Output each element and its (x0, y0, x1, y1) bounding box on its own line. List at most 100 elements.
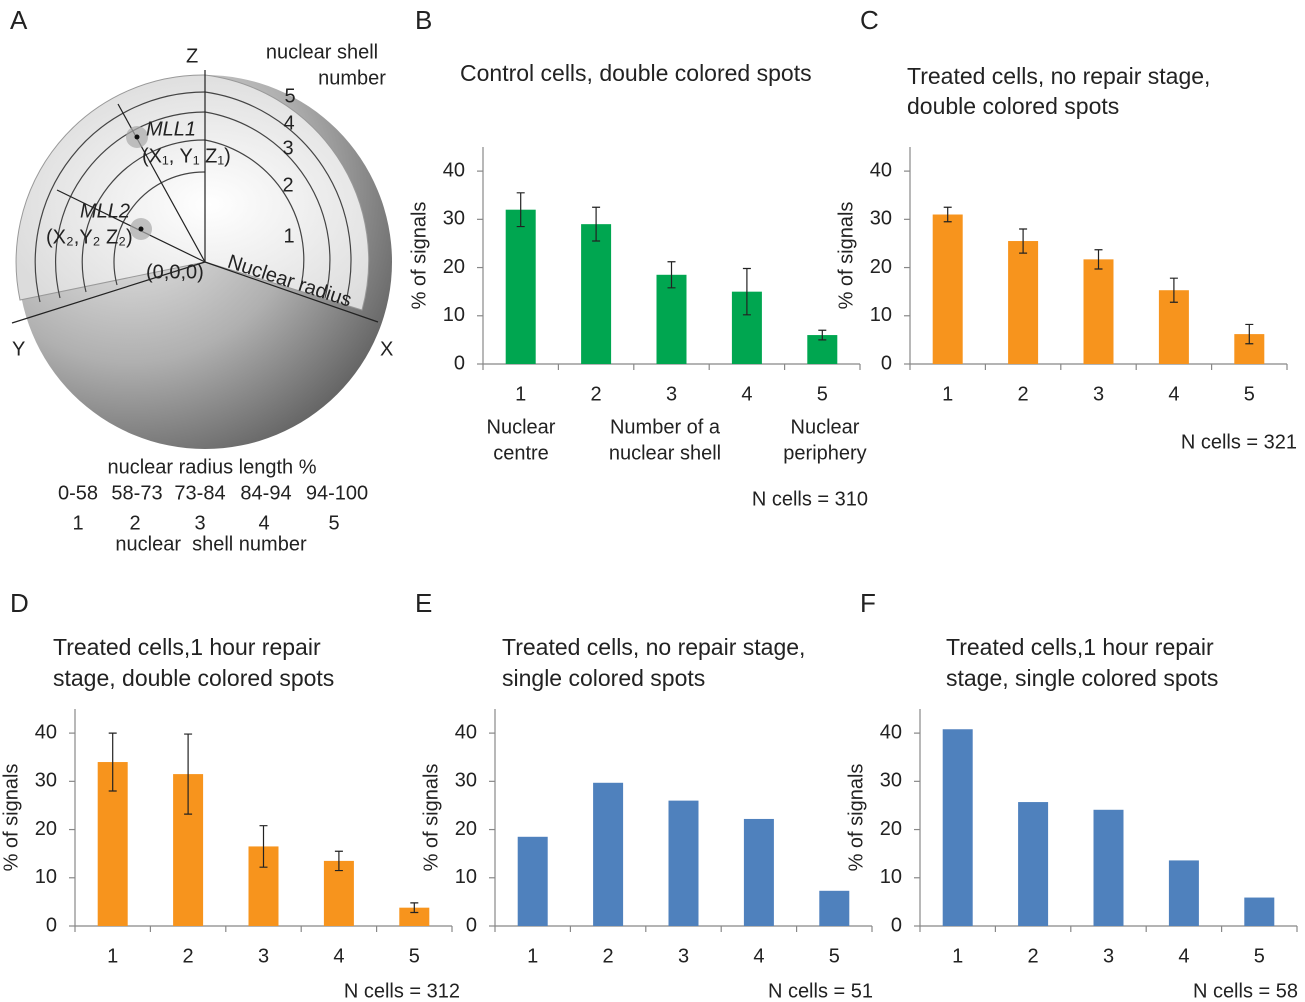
x-tick-label: 1 (107, 945, 118, 967)
chart-title: Treated cells, no repair stage, (907, 63, 1210, 89)
x-tick-label: 2 (1028, 945, 1039, 967)
bar (669, 801, 699, 926)
y-tick-label: 40 (870, 159, 892, 181)
chart-title: Treated cells, no repair stage, (502, 634, 805, 660)
shell: 5 (328, 512, 339, 534)
shell: 1 (72, 512, 83, 534)
shell: 4 (258, 512, 269, 534)
y-tick-label: 30 (870, 208, 892, 230)
category-note: Nuclear (487, 416, 556, 438)
y-tick-label: 0 (46, 914, 57, 936)
x-tick-label: 3 (1093, 383, 1104, 405)
y-tick-label: 20 (880, 818, 902, 840)
sphere-diagram: A Z X Y nuclear shell number 5 4 3 2 1 M… (10, 5, 393, 555)
range: 58-73 (111, 482, 162, 504)
chart-title: Treated cells,1 hour repair (53, 634, 321, 660)
x-tick-label: 3 (258, 945, 269, 967)
y-tick-label: 30 (443, 208, 465, 230)
y-axis-label: % of signals (420, 764, 442, 872)
y-tick-label: 30 (455, 770, 477, 792)
x-tick-label: 1 (952, 945, 963, 967)
y-tick-label: 0 (466, 914, 477, 936)
y-axis-label: % of signals (0, 764, 22, 872)
axis-label: Z (186, 45, 198, 67)
y-tick-label: 30 (35, 770, 57, 792)
chart-title: double colored spots (907, 93, 1119, 119)
y-tick-label: 0 (891, 914, 902, 936)
x-tick-label: 3 (666, 383, 677, 405)
shell-number: 5 (284, 85, 295, 107)
spot-name: MLL2 (80, 200, 130, 222)
x-tick-label: 5 (829, 945, 840, 967)
panel-letter: A (10, 5, 28, 35)
figure: A Z X Y nuclear shell number 5 4 3 2 1 M… (0, 0, 1305, 1002)
panel-letter: C (860, 5, 879, 35)
spot-coords: (X₁, Y₁ Z₁) (142, 145, 231, 167)
bar (593, 783, 623, 926)
bar (943, 729, 973, 926)
y-axis-label: % of signals (845, 764, 867, 872)
range: 0-58 (58, 482, 98, 504)
panel-letter: D (10, 588, 29, 618)
x-tick-label: 3 (1103, 945, 1114, 967)
bar (518, 837, 548, 926)
y-tick-label: 20 (35, 818, 57, 840)
x-tick-label: 4 (741, 383, 752, 405)
y-axis-label: % of signals (408, 202, 430, 310)
y-tick-label: 20 (870, 256, 892, 278)
y-tick-label: 10 (35, 866, 57, 888)
page: A Z X Y nuclear shell number 5 4 3 2 1 M… (0, 0, 1305, 1002)
x-tick-label: 2 (1018, 383, 1029, 405)
range: 94-100 (306, 482, 368, 504)
origin-label: (0,0,0) (146, 261, 204, 283)
x-tick-label: 4 (1178, 945, 1189, 967)
category-note: Nuclear (791, 416, 860, 438)
y-tick-label: 0 (454, 352, 465, 374)
range: 73-84 (174, 482, 225, 504)
y-tick-label: 40 (35, 721, 57, 743)
bar (819, 891, 849, 926)
shell-number: 4 (283, 112, 294, 134)
bar (933, 215, 963, 364)
category-note: centre (493, 442, 549, 464)
x-tick-label: 5 (1254, 945, 1265, 967)
n-cells-note: N cells = 58 (1193, 980, 1298, 1002)
panel-letter: B (415, 5, 432, 35)
caption: nuclear shell (266, 41, 378, 63)
shell: 2 (129, 512, 140, 534)
y-tick-label: 40 (443, 159, 465, 181)
spot-center (135, 135, 140, 140)
panel-letter: F (860, 588, 876, 618)
shell-number: 2 (282, 174, 293, 196)
bar (1018, 802, 1048, 926)
y-tick-label: 10 (870, 304, 892, 326)
bar (506, 210, 536, 364)
y-tick-label: 10 (880, 866, 902, 888)
x-tick-label: 5 (409, 945, 420, 967)
x-tick-label: 4 (333, 945, 344, 967)
y-tick-label: 10 (455, 866, 477, 888)
y-axis-label: % of signals (835, 202, 857, 310)
y-tick-label: 40 (455, 721, 477, 743)
bar (744, 819, 774, 926)
x-tick-label: 4 (1168, 383, 1179, 405)
x-tick-label: 2 (183, 945, 194, 967)
x-tick-label: 1 (942, 383, 953, 405)
x-tick-label: 4 (753, 945, 764, 967)
caption: number (318, 67, 386, 89)
shell-number: 1 (283, 225, 294, 247)
range: 84-94 (240, 482, 291, 504)
bar (1169, 860, 1199, 926)
bar (1244, 898, 1274, 926)
shell-number: 3 (282, 137, 293, 159)
x-tick-label: 1 (527, 945, 538, 967)
bar (1084, 259, 1114, 364)
x-tick-label: 2 (591, 383, 602, 405)
n-cells-note: N cells = 51 (768, 980, 873, 1002)
x-tick-label: 5 (817, 383, 828, 405)
x-tick-label: 5 (1244, 383, 1255, 405)
bar (1094, 810, 1124, 926)
bar (1008, 241, 1038, 364)
x-tick-label: 2 (603, 945, 614, 967)
y-tick-label: 30 (880, 770, 902, 792)
